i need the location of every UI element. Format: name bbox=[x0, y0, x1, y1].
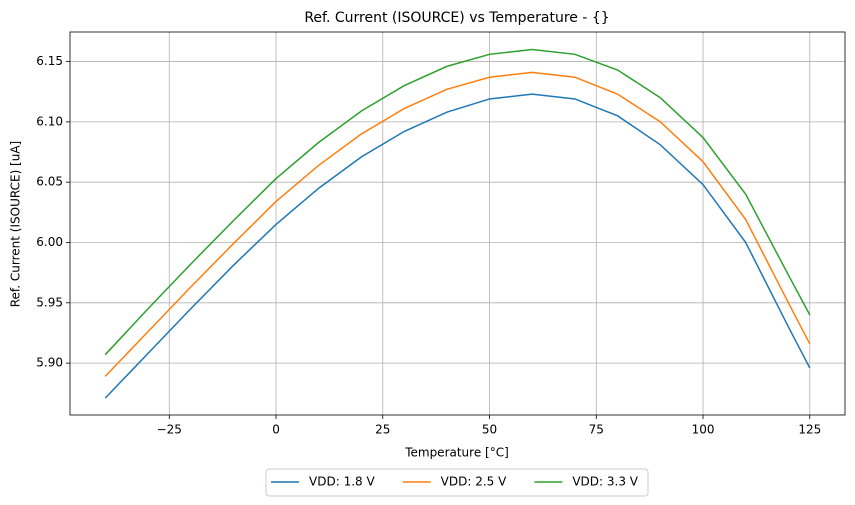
data-line bbox=[104, 48, 811, 356]
y-tick-label: 5.90 bbox=[36, 356, 63, 370]
legend-box bbox=[265, 468, 649, 497]
x-tick-label: −25 bbox=[157, 423, 182, 437]
x-tick-label: 50 bbox=[482, 423, 497, 437]
y-tick-label: 5.95 bbox=[36, 295, 63, 309]
legend: VDD: 1.8 V VDD: 2.5 V VDD: 3.3 V bbox=[265, 468, 649, 497]
legend-label: VDD: 3.3 V bbox=[572, 475, 638, 489]
x-axis-label: Temperature [°C] bbox=[404, 446, 509, 460]
y-tick-label: 6.05 bbox=[36, 175, 63, 189]
x-tick-label: 100 bbox=[692, 423, 715, 437]
x-tick-label: 0 bbox=[272, 423, 280, 437]
axes-frame bbox=[69, 31, 846, 416]
legend-label: VDD: 2.5 V bbox=[441, 475, 507, 489]
y-axis-label: Ref. Current (ISOURCE) [uA] bbox=[9, 141, 23, 308]
data-line bbox=[104, 71, 811, 377]
data-line bbox=[104, 93, 811, 399]
x-tick-label: 125 bbox=[798, 423, 821, 437]
x-tick-label: 75 bbox=[589, 423, 604, 437]
x-tick-label: 25 bbox=[375, 423, 390, 437]
y-tick-label: 6.15 bbox=[36, 54, 63, 68]
y-tick-label: 6.00 bbox=[36, 235, 63, 249]
y-tick-label: 6.10 bbox=[36, 114, 63, 128]
chart-title: Ref. Current (ISOURCE) vs Temperature - … bbox=[304, 10, 609, 26]
legend-label: VDD: 1.8 V bbox=[309, 475, 375, 489]
